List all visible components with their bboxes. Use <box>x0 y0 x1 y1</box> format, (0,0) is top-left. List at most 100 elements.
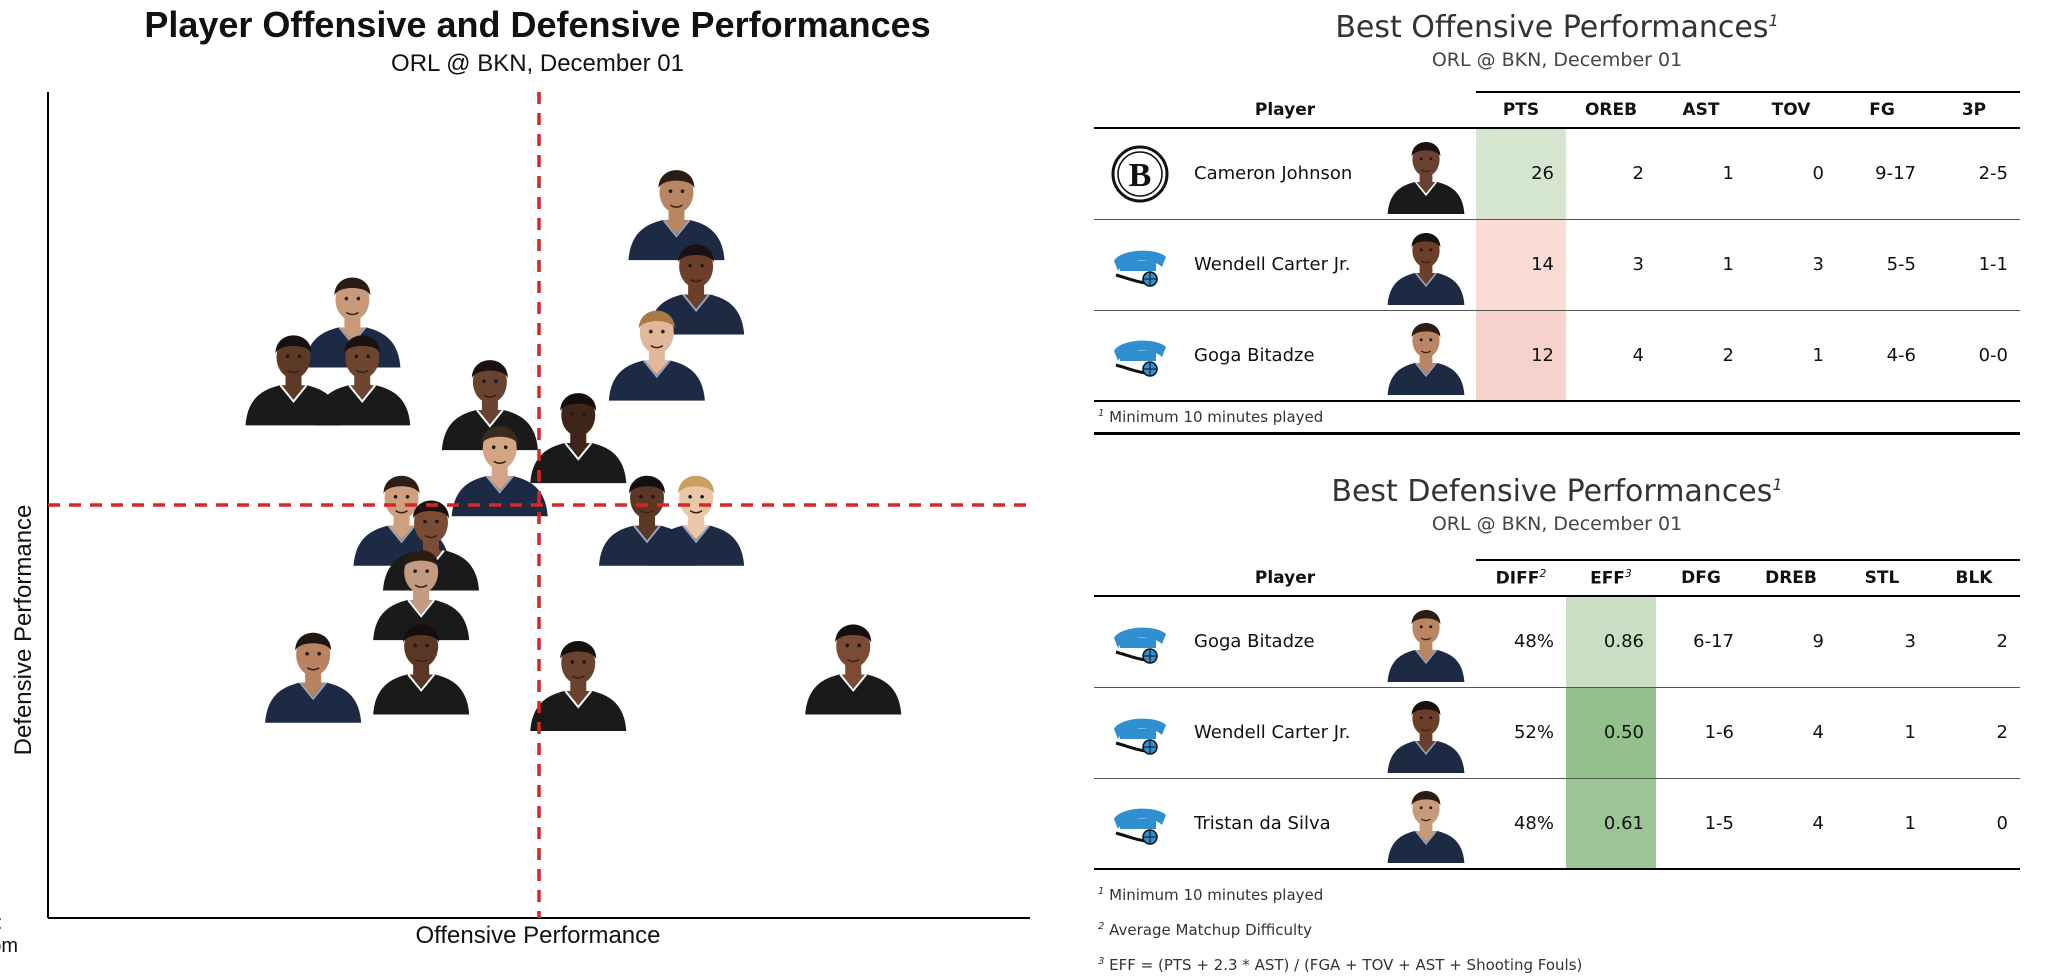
footnote: 1 Minimum 10 minutes played <box>1098 876 2016 911</box>
scatter-point <box>608 310 705 401</box>
offense-title-note: 1 <box>1768 11 1779 30</box>
scatter-point <box>265 632 362 723</box>
col-header-dreb: DREB <box>1746 559 1836 597</box>
footnote: 2 Average Matchup Difficulty <box>1098 911 2016 946</box>
stat-cell: 4 <box>1566 310 1656 402</box>
player-photo <box>1387 791 1465 864</box>
stat-cell: 0.61 <box>1566 778 1656 870</box>
col-header-eff-text: EFF <box>1590 568 1625 589</box>
stat-cell: 3 <box>1566 219 1656 311</box>
offense-title-text: Best Offensive Performances <box>1335 10 1769 45</box>
scatter-point <box>805 624 902 715</box>
col-header-player: Player <box>1094 92 1476 129</box>
stat-cell: 4 <box>1746 687 1836 779</box>
stat-cell: 4 <box>1746 778 1836 870</box>
stat-cell: 52% <box>1476 687 1566 779</box>
footnote-text: EFF = (PTS + 2.3 * AST) / (FGA + TOV + A… <box>1109 956 1583 974</box>
col-header-eff-note: 3 <box>1624 567 1632 581</box>
stat-cell: 2-5 <box>1928 128 2020 220</box>
stat-cell: 9-17 <box>1836 128 1928 220</box>
stat-cell: 48% <box>1476 778 1566 870</box>
nets-logo-icon: B <box>1111 145 1169 203</box>
footnote-text: Average Matchup Difficulty <box>1109 921 1312 939</box>
stat-cell: 1 <box>1836 778 1928 870</box>
player-photo-cell <box>1376 219 1476 311</box>
scatter-point <box>530 393 627 484</box>
team-logo-cell <box>1094 596 1186 688</box>
table-row: Goga Bitadze 48% 0.86 6-17 9 3 2 <box>1094 596 2020 688</box>
magic-logo-icon <box>1114 340 1166 377</box>
scatter-point <box>628 170 725 261</box>
footnote: 3 EFF = (PTS + 2.3 * AST) / (FGA + TOV +… <box>1098 946 2016 980</box>
magic-logo-icon <box>1114 627 1166 664</box>
player-name: Goga Bitadze <box>1186 596 1376 688</box>
defense-title-note: 1 <box>1772 475 1783 494</box>
stat-cell: 1 <box>1656 128 1746 220</box>
player-photo-cell <box>1376 596 1476 688</box>
offense-table-block: Best Offensive Performances1 ORL @ BKN, … <box>1094 10 2020 435</box>
stat-cell: 2 <box>1928 596 2020 688</box>
stat-cell: 1-1 <box>1928 219 2020 311</box>
x-axis-label: Offensive Performance <box>415 922 661 949</box>
player-name: Cameron Johnson <box>1186 128 1376 220</box>
player-headshot <box>1387 700 1465 773</box>
stat-cell: 0 <box>1746 128 1836 220</box>
col-header-fg: FG <box>1836 91 1928 129</box>
data-source: Data Source: NBA.com <box>0 912 19 957</box>
stat-cell: 1 <box>1746 310 1836 402</box>
team-logo-cell <box>1094 310 1186 402</box>
y-axis-label: Defensive Performance <box>10 504 37 756</box>
scatter-point <box>373 550 470 641</box>
stat-cell: 26 <box>1476 128 1566 220</box>
stat-cell: 5-5 <box>1836 219 1928 311</box>
chart-subtitle: ORL @ BKN, December 01 <box>391 50 684 77</box>
scatter-point <box>530 640 627 731</box>
player-photo-cell <box>1376 778 1476 870</box>
col-header-stl: STL <box>1836 559 1928 597</box>
magic-logo-icon <box>1114 808 1166 845</box>
stat-cell: 0.50 <box>1566 687 1656 779</box>
magic-logo-icon <box>1114 718 1166 755</box>
stat-cell: 0-0 <box>1928 310 2020 402</box>
footnote-mark: 1 <box>1098 886 1105 897</box>
table-row: B Cameron Johnson 26 2 1 0 9-17 2-5 <box>1094 128 2020 220</box>
col-header-ast: AST <box>1656 91 1746 129</box>
col-header-diff-text: DIFF <box>1495 568 1540 589</box>
table-row: Wendell Carter Jr. 52% 0.50 1-6 4 1 2 <box>1094 687 2020 779</box>
defense-table-block: Best Defensive Performances1 ORL @ BKN, … <box>1094 474 2020 980</box>
defense-title-text: Best Defensive Performances <box>1331 474 1773 509</box>
magic-logo-icon <box>1114 250 1166 287</box>
player-photo <box>1387 700 1465 773</box>
player-photo <box>1387 141 1465 214</box>
scatter-points <box>245 170 902 731</box>
footnote: 1 Minimum 10 minutes played <box>1098 408 2016 426</box>
stat-cell: 14 <box>1476 219 1566 311</box>
stat-cell: 6-17 <box>1656 596 1746 688</box>
scatter-panel: Player Offensive and Defensive Performan… <box>0 4 1030 957</box>
col-header-oreb: OREB <box>1566 91 1656 129</box>
scatter-point <box>648 475 745 566</box>
col-header-3p: 3P <box>1928 91 2020 129</box>
col-header-tov: TOV <box>1746 91 1836 129</box>
stat-cell: 1-5 <box>1656 778 1746 870</box>
team-logo-cell: B <box>1094 128 1186 220</box>
footnote-text: Minimum 10 minutes played <box>1109 408 1324 426</box>
stat-cell: 1 <box>1656 219 1746 311</box>
defense-table-title: Best Defensive Performances1 <box>1094 474 2020 509</box>
col-header-diff: DIFF2 <box>1476 559 1566 597</box>
stat-cell: 1 <box>1836 687 1928 779</box>
stat-cell: 1-6 <box>1656 687 1746 779</box>
player-headshot <box>1387 232 1465 305</box>
player-photo-cell <box>1376 310 1476 402</box>
stat-cell: 2 <box>1928 687 2020 779</box>
player-headshot <box>1387 609 1465 682</box>
player-photo <box>1387 609 1465 682</box>
player-photo <box>1387 323 1465 396</box>
footnote-mark: 2 <box>1098 921 1105 932</box>
scatter-point <box>314 335 411 426</box>
player-name: Tristan da Silva <box>1186 778 1376 870</box>
table-row: Tristan da Silva 48% 0.61 1-5 4 1 0 <box>1094 778 2020 870</box>
defense-table-subtitle: ORL @ BKN, December 01 <box>1431 513 1683 535</box>
player-photo-cell <box>1376 687 1476 779</box>
player-photo-cell <box>1376 128 1476 220</box>
